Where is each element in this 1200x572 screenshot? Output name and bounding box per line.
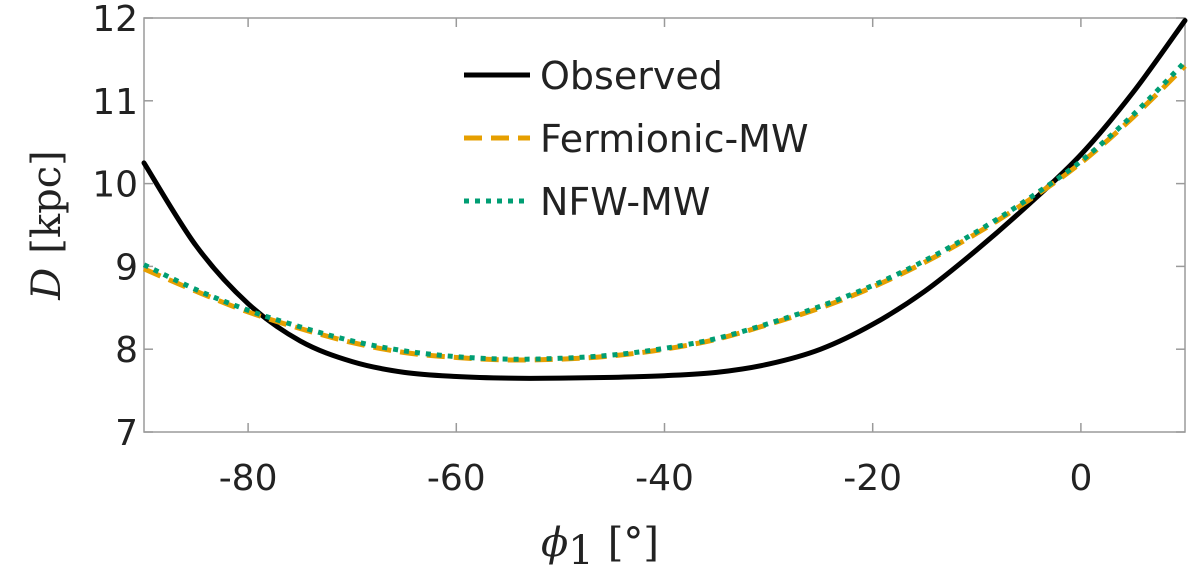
series-line-nfw-mw [142, 60, 1187, 362]
y-axis-symbol: D [24, 268, 70, 301]
y-tick-label: 7 [115, 413, 138, 454]
y-tick-label: 10 [92, 165, 138, 206]
x-axis-subscript: 1 [568, 528, 593, 572]
x-axis-label: ϕ1 [°] [541, 520, 659, 572]
series-line-fermionic-mw [143, 64, 1187, 363]
y-tick-label: 9 [115, 247, 138, 288]
y-tick-label: 11 [92, 82, 138, 123]
x-tick-label: 0 [1069, 458, 1092, 499]
series-layer [141, 17, 1188, 381]
legend-label-observed: Observed [540, 54, 723, 98]
legend-label-fermionic-mw: Fermionic-MW [540, 117, 809, 161]
y-tick-label: 12 [92, 0, 138, 40]
legend: Observed Fermionic-MW NFW-MW [464, 54, 809, 224]
svg-text:ϕ1[°]: ϕ1 [°] [541, 520, 659, 572]
x-tick-label: -40 [635, 458, 694, 499]
series-line-observed [141, 17, 1188, 381]
y-axis-label: D [kpc] [24, 150, 70, 301]
x-tick-label: -60 [427, 458, 486, 499]
y-axis-unit: [kpc] [24, 150, 70, 253]
legend-label-nfw-mw: NFW-MW [540, 180, 710, 224]
x-tick-label: -20 [843, 458, 902, 499]
x-axis-unit: [°] [608, 520, 659, 566]
y-tick-label: 8 [115, 330, 138, 371]
x-axis-symbol: ϕ [541, 520, 568, 566]
svg-text:D[kpc]: D [kpc] [24, 150, 70, 301]
axis-ticks: -80 -60 -40 -20 0 7 8 9 10 11 12 [92, 0, 1185, 499]
x-tick-label: -80 [219, 458, 278, 499]
